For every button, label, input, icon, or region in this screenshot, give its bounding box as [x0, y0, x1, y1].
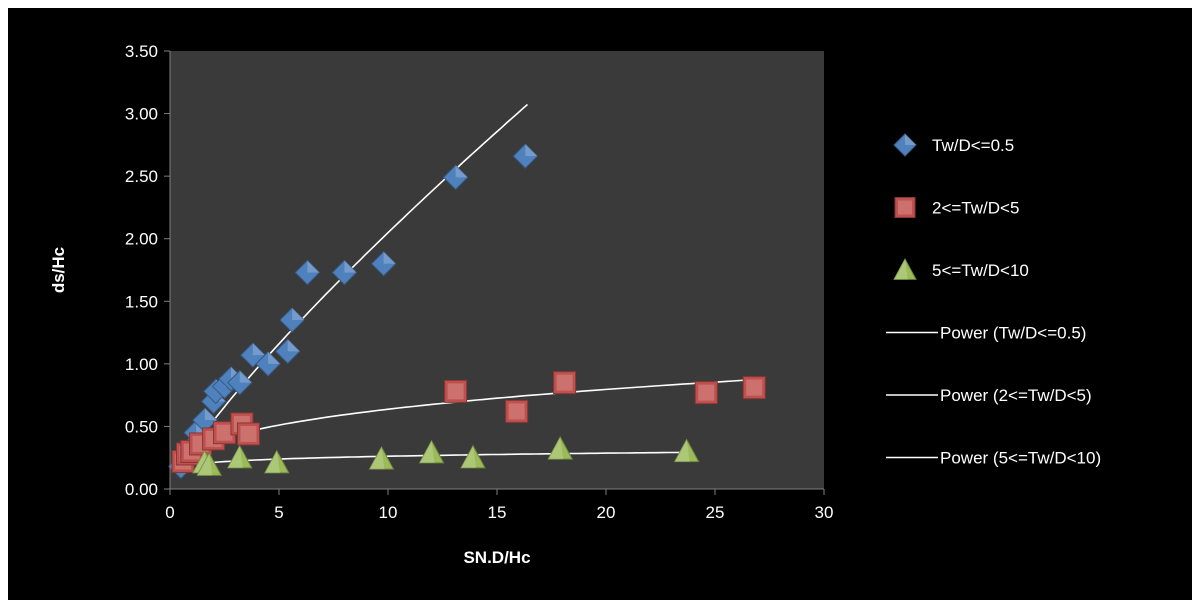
y-tick-label: 3.00	[125, 105, 158, 124]
data-point-series1	[331, 259, 358, 286]
data-point-series1	[294, 259, 321, 286]
x-tick-label: 15	[488, 503, 507, 522]
chart-frame: 0 5 10 15 20 25 30 0.00 0.50 1.00 1.50 2.00 2.50 3.0…	[8, 8, 1192, 600]
trendline-2	[184, 378, 755, 456]
data-point-series2	[444, 379, 468, 403]
y-tick-label: 1.00	[125, 355, 158, 374]
data-point-series2	[553, 371, 577, 395]
x-tick-label: 5	[274, 503, 283, 522]
data-point-series1	[370, 251, 397, 277]
data-point-series3	[263, 449, 290, 474]
x-ticks: 0 5 10 15 20 25 30	[165, 489, 833, 522]
data-point-series1	[227, 369, 253, 396]
data-point-series3	[196, 452, 223, 476]
legend-label-trendline2: Power (2<=Tw/D<5)	[940, 386, 1092, 405]
y-ticks: 0.00 0.50 1.00 1.50 2.00 2.50 3.00 3.50	[125, 42, 170, 499]
x-tick-label: 20	[597, 503, 616, 522]
y-tick-label: 2.00	[125, 230, 158, 249]
data-point-series1	[442, 164, 469, 191]
y-tick-label: 0.00	[125, 480, 158, 499]
x-tick-label: 10	[379, 503, 398, 522]
legend-label-series2: 2<=Tw/D<5	[932, 199, 1019, 218]
legend-label-trendline1: Power (Tw/D<=0.5)	[940, 324, 1086, 343]
data-point-series1	[275, 338, 301, 365]
x-tick-label: 0	[165, 503, 174, 522]
data-point-series3	[226, 444, 253, 469]
y-tick-label: 2.50	[125, 167, 158, 186]
legend-label-series3: 5<=Tw/D<10	[932, 261, 1029, 280]
data-point-series1	[512, 143, 539, 169]
data-point-series2	[505, 399, 529, 423]
y-tick-label: 3.50	[125, 42, 158, 61]
legend-symbol-series2	[894, 197, 916, 218]
data-point-series1	[255, 351, 281, 377]
data-point-series3	[418, 439, 445, 464]
data-point-series3	[368, 445, 395, 470]
data-point-series3	[460, 444, 486, 469]
data-point-series2	[742, 376, 766, 400]
data-point-series2	[213, 421, 236, 445]
y-tick-label: 1.50	[125, 292, 158, 311]
legend-symbol-series1	[893, 133, 917, 157]
data-point-series3	[547, 435, 574, 460]
data-point-series3	[673, 438, 700, 463]
scatter-chart: 0 5 10 15 20 25 30 0.00 0.50 1.00 1.50 2.00 2.50 3.0…	[49, 42, 1101, 567]
data-point-series2	[694, 381, 718, 405]
data-point-series1	[279, 307, 305, 333]
y-tick-label: 0.50	[125, 417, 158, 436]
data-point-series2	[236, 422, 260, 446]
legend: Tw/D<=0.5 2<=Tw/D<5 5<=Tw/D<10 Power (Tw/D<…	[886, 133, 1101, 468]
x-axis-title: SN.D/Hc	[463, 548, 530, 567]
x-tick-label: 30	[815, 503, 834, 522]
plot-area	[170, 51, 824, 489]
legend-label-trendline3: Power (5<=Tw/D<10)	[940, 449, 1101, 468]
legend-label-series1: Tw/D<=0.5	[932, 136, 1014, 155]
data-points-layer	[168, 143, 766, 480]
y-axis-title: ds/Hc	[49, 247, 68, 293]
x-tick-label: 25	[706, 503, 725, 522]
legend-symbol-series3	[893, 257, 917, 280]
